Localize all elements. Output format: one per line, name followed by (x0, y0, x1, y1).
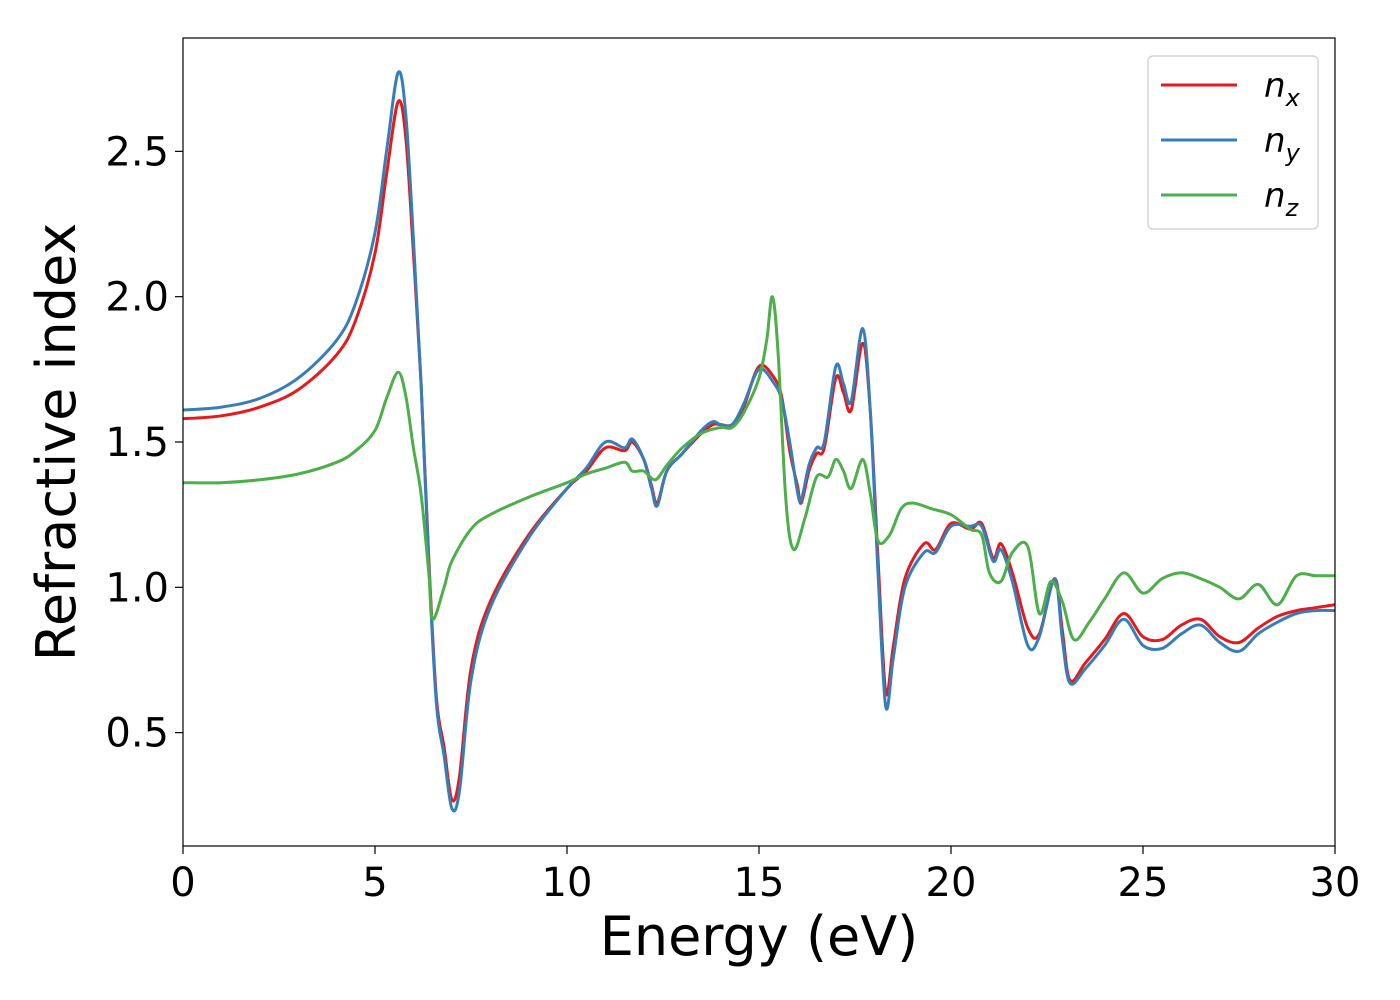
x-tick-label: 15 (734, 860, 785, 906)
series-line-z (183, 295, 1335, 642)
y-axis-title: Refractive index (25, 223, 88, 662)
legend-label-z: nz (1264, 176, 1300, 222)
y-axis-ticks: 0.5 1.0 1.5 2.0 2.5 (105, 129, 183, 757)
x-tick-label: 0 (170, 860, 195, 906)
x-axis-title: Energy (eV) (600, 905, 919, 968)
y-tick-label: 2.0 (105, 275, 169, 321)
x-tick-label: 25 (1118, 860, 1169, 906)
y-tick-label: 2.5 (105, 129, 169, 175)
x-axis-ticks: 0 5 10 15 20 25 30 (170, 846, 1360, 906)
legend-box (1147, 55, 1319, 230)
legend-label-x: nx (1264, 66, 1301, 112)
x-tick-label: 5 (362, 860, 387, 906)
y-tick-label: 1.0 (105, 565, 169, 611)
x-tick-label: 30 (1310, 860, 1361, 906)
legend: nx ny nz (1147, 55, 1319, 230)
x-tick-label: 20 (926, 860, 977, 906)
legend-label-y: ny (1264, 121, 1301, 167)
y-tick-label: 1.5 (105, 420, 169, 466)
y-tick-label: 0.5 (105, 711, 169, 757)
plot-lines (183, 70, 1335, 813)
x-tick-label: 10 (542, 860, 593, 906)
legend-entries: nx ny nz (1161, 66, 1301, 222)
